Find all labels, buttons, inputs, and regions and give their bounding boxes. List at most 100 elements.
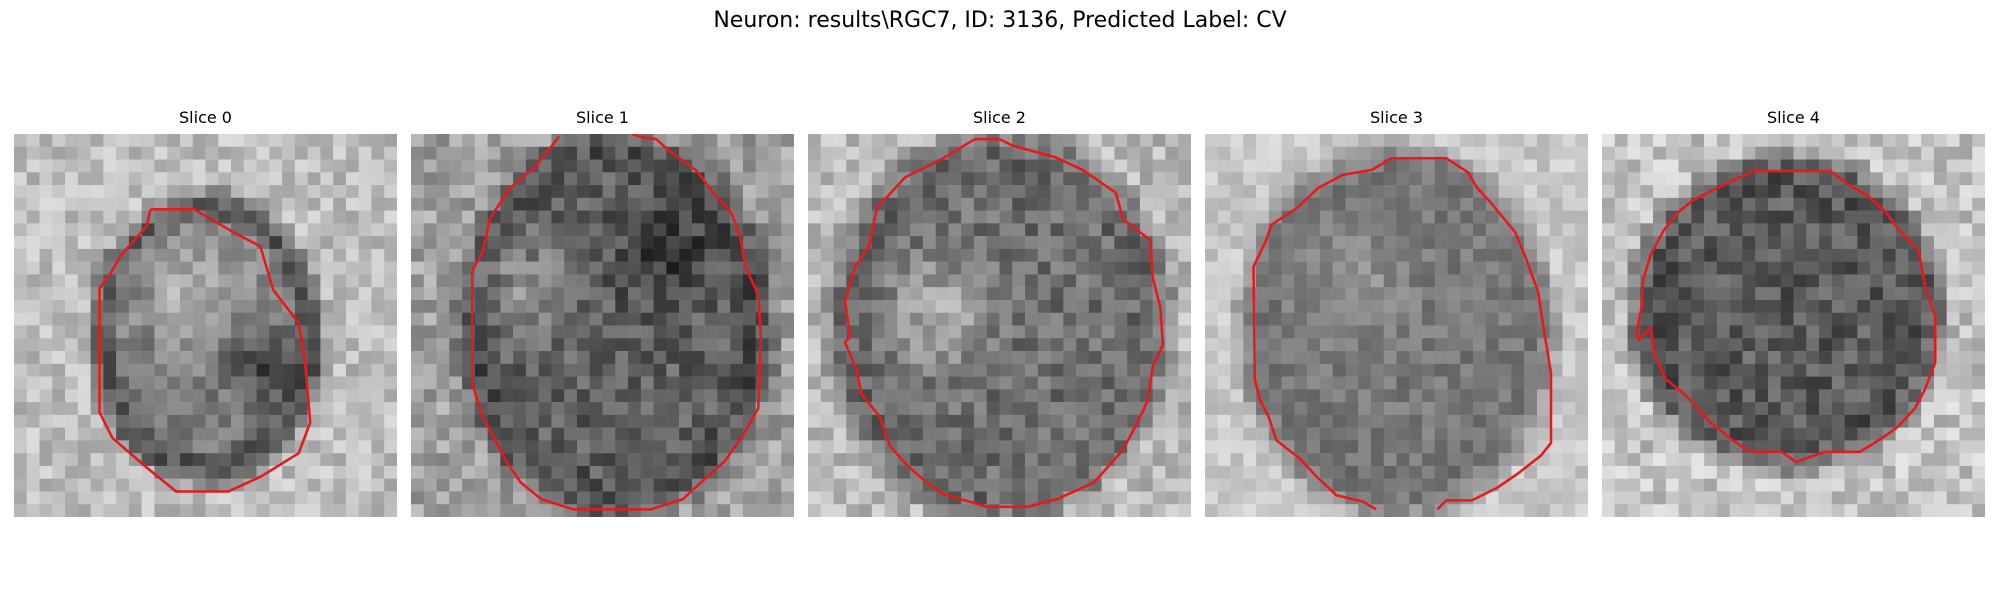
pixel [755,453,769,467]
pixel [1882,491,1896,505]
pixel [1882,248,1896,262]
pixel [1358,427,1372,441]
pixel [948,453,962,467]
pixel [628,287,642,301]
pixel [1767,491,1781,505]
pixel [1819,414,1833,428]
pixel [1217,287,1231,301]
pixel [1165,210,1179,224]
pixel [1921,465,1935,479]
pixel [935,389,949,403]
pixel [768,261,782,275]
pixel [1819,465,1833,479]
pixel [1205,146,1219,160]
pixel [436,223,450,237]
pixel [1549,376,1563,390]
pixel [1640,197,1654,211]
pixel [1473,414,1487,428]
pixel [1511,440,1525,454]
pixel [1691,261,1705,275]
pixel [1307,325,1321,339]
pixel [653,478,667,492]
pixel [1793,312,1807,326]
pixel [1319,453,1333,467]
pixel [436,210,450,224]
pixel [551,414,565,428]
pixel [1370,491,1384,505]
pixel [1473,325,1487,339]
pixel [1012,402,1026,416]
pixel [1831,427,1845,441]
pixel [1178,376,1191,390]
pixel [1549,248,1563,262]
pixel [1602,312,1616,326]
pixel [1933,287,1947,301]
pixel [1256,223,1270,237]
pixel [730,261,744,275]
pixel [1755,402,1769,416]
pixel [1307,312,1321,326]
pixel [462,223,476,237]
pixel [243,440,257,454]
pixel [26,287,40,301]
pixel [1332,134,1346,148]
pixel [1562,338,1576,352]
pixel [704,172,718,186]
pixel [602,248,616,262]
pixel [513,338,527,352]
pixel [961,236,975,250]
pixel [846,440,860,454]
pixel [948,274,962,288]
pixel [602,312,616,326]
pixel [1831,159,1845,173]
pixel [1485,453,1499,467]
pixel [653,236,667,250]
pixel [1704,197,1718,211]
pixel [1230,312,1244,326]
pixel [192,159,206,173]
pixel [1063,312,1077,326]
pixel [269,389,283,403]
contour-line-1 [471,134,763,511]
pixel [1037,248,1051,262]
pixel [538,440,552,454]
pixel [1370,338,1384,352]
pixel [1908,389,1922,403]
pixel [90,338,104,352]
pixel [179,453,193,467]
pixel [77,210,91,224]
pixel [192,363,206,377]
pixel [1088,376,1102,390]
pixel [294,299,308,313]
pixel [820,223,834,237]
pixel [1485,210,1499,224]
pixel [1742,453,1756,467]
pixel [103,325,117,339]
pixel [1524,146,1538,160]
pixel [1793,376,1807,390]
pixel [1691,414,1705,428]
pixel [742,491,756,505]
pixel [116,261,130,275]
pixel [423,414,437,428]
pixel [1627,351,1641,365]
pixel [1780,478,1794,492]
pixel [243,402,257,416]
pixel [615,453,629,467]
pixel [1972,287,1985,301]
pixel [615,338,629,352]
pixel [1139,312,1153,326]
pixel [973,363,987,377]
pixel [1396,236,1410,250]
pixel [910,414,924,428]
pixel [320,478,334,492]
pixel [1088,402,1102,416]
pixel [1050,210,1064,224]
pixel [1972,402,1985,416]
pixel [1767,299,1781,313]
pixel [500,197,514,211]
pixel [243,363,257,377]
pixel [1831,491,1845,505]
pixel [205,236,219,250]
pixel [358,274,372,288]
